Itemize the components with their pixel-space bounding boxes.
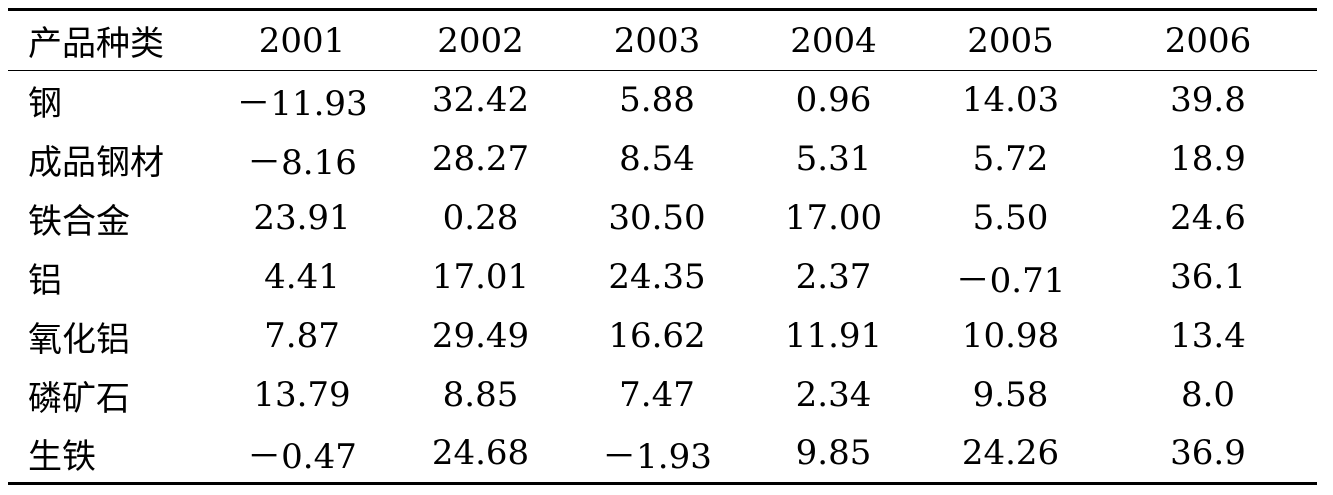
table-cell: 36.9 [1170,433,1246,474]
header-cell-2001: 2001 [258,20,346,61]
table-cell: 2.34 [795,375,872,415]
table-cell: 30.50 [608,198,706,238]
table-cell: 8.54 [619,139,695,179]
table-row: 氧化铝 7.87 29.49 16.62 11.91 10.98 13.4 [8,307,1317,366]
table-cell: 16.62 [608,316,706,356]
header-cell-2003: 2003 [613,20,701,61]
table-cell: 0.96 [795,80,872,121]
table-cell: －0.47 [247,436,357,477]
table-cell: 5.50 [972,198,1049,238]
table-cell: 7.47 [619,375,695,415]
table-cell: 14.03 [961,80,1060,121]
table-cell: 2.37 [795,257,872,297]
table-cell: 17.00 [784,198,883,238]
row-label: 磷矿石 [28,378,130,419]
table-cell: －8.16 [247,142,357,183]
table-cell: 10.98 [961,316,1060,356]
table-cell: 24.35 [608,257,706,297]
row-label: 氧化铝 [28,319,130,360]
table-row: 铁合金 23.91 0.28 30.50 17.00 5.50 24.6 [8,189,1317,248]
table-row: 铝 4.41 17.01 24.35 2.37 －0.71 36.1 [8,248,1317,307]
row-label: 生铁 [28,436,96,477]
table-cell: －1.93 [602,436,712,477]
table-cell: 17.01 [431,257,530,297]
table-cell: 23.91 [253,198,351,238]
table-cell: 7.87 [264,316,340,356]
table-cell: 11.91 [784,316,883,356]
header-cell-category: 产品种类 [28,24,164,64]
table-row: 生铁 －0.47 24.68 －1.93 9.85 24.26 36.9 [8,425,1317,484]
table-cell: 18.9 [1170,139,1246,179]
table-cell: 9.85 [795,433,872,474]
table-row: 磷矿石 13.79 8.85 7.47 2.34 9.58 8.0 [8,366,1317,425]
table-row: 钢 －11.93 32.42 5.88 0.96 14.03 39.8 [8,71,1317,130]
table-cell: 24.6 [1170,198,1246,238]
table-cell: 5.72 [972,139,1049,179]
table-cell: 13.79 [253,375,351,415]
table-cell: 24.68 [431,433,530,474]
row-label: 铁合金 [28,201,130,242]
row-label: 铝 [28,260,62,301]
table-cell: 0.28 [442,198,519,238]
table-cell: 4.41 [264,257,340,297]
table-cell: 5.88 [619,80,695,121]
table-cell: 32.42 [431,80,530,121]
row-label: 成品钢材 [28,142,164,183]
table-cell: 8.85 [442,375,519,415]
header-cell-2004: 2004 [790,20,877,61]
table-cell: 8.0 [1180,375,1236,415]
table-header-row: 产品种类 2001 2002 2003 2004 2005 2006 [8,9,1317,71]
table-cell: －11.93 [236,83,368,124]
table-cell: 13.4 [1170,316,1246,356]
data-table: 产品种类 2001 2002 2003 2004 2005 2006 钢 －11… [8,8,1317,485]
header-cell-2002: 2002 [437,20,524,61]
header-cell-2006: 2006 [1164,20,1252,61]
table-cell: 5.31 [795,139,872,179]
row-label: 钢 [28,83,62,124]
table-cell: －0.71 [955,260,1066,301]
table-cell: 36.1 [1170,257,1246,297]
table-cell: 28.27 [431,139,530,179]
table-row: 成品钢材 －8.16 28.27 8.54 5.31 5.72 18.9 [8,130,1317,189]
table-cell: 24.26 [961,433,1060,474]
table-cell: 9.58 [972,375,1049,415]
table-cell: 39.8 [1170,80,1246,121]
table-cell: 29.49 [431,316,530,356]
header-cell-2005: 2005 [967,20,1054,61]
